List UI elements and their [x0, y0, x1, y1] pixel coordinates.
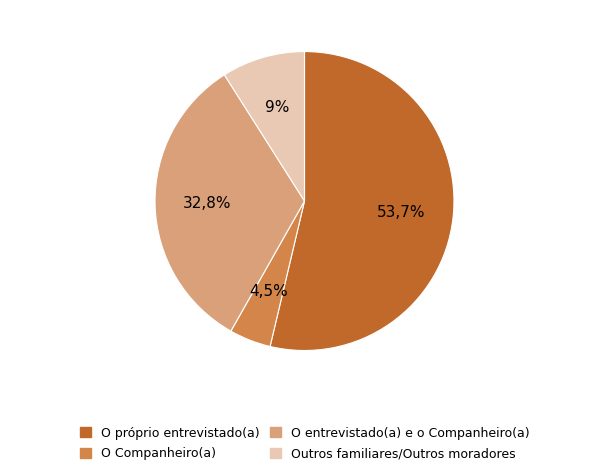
- Wedge shape: [155, 75, 304, 331]
- Text: 53,7%: 53,7%: [377, 205, 425, 220]
- Wedge shape: [231, 201, 304, 346]
- Legend: O próprio entrevistado(a), O Companheiro(a), O entrevistado(a) e o Companheiro(a: O próprio entrevistado(a), O Companheiro…: [76, 423, 533, 464]
- Text: 9%: 9%: [265, 100, 290, 115]
- Wedge shape: [224, 52, 304, 201]
- Text: 4,5%: 4,5%: [250, 284, 289, 299]
- Text: 32,8%: 32,8%: [183, 196, 231, 211]
- Wedge shape: [270, 52, 454, 350]
